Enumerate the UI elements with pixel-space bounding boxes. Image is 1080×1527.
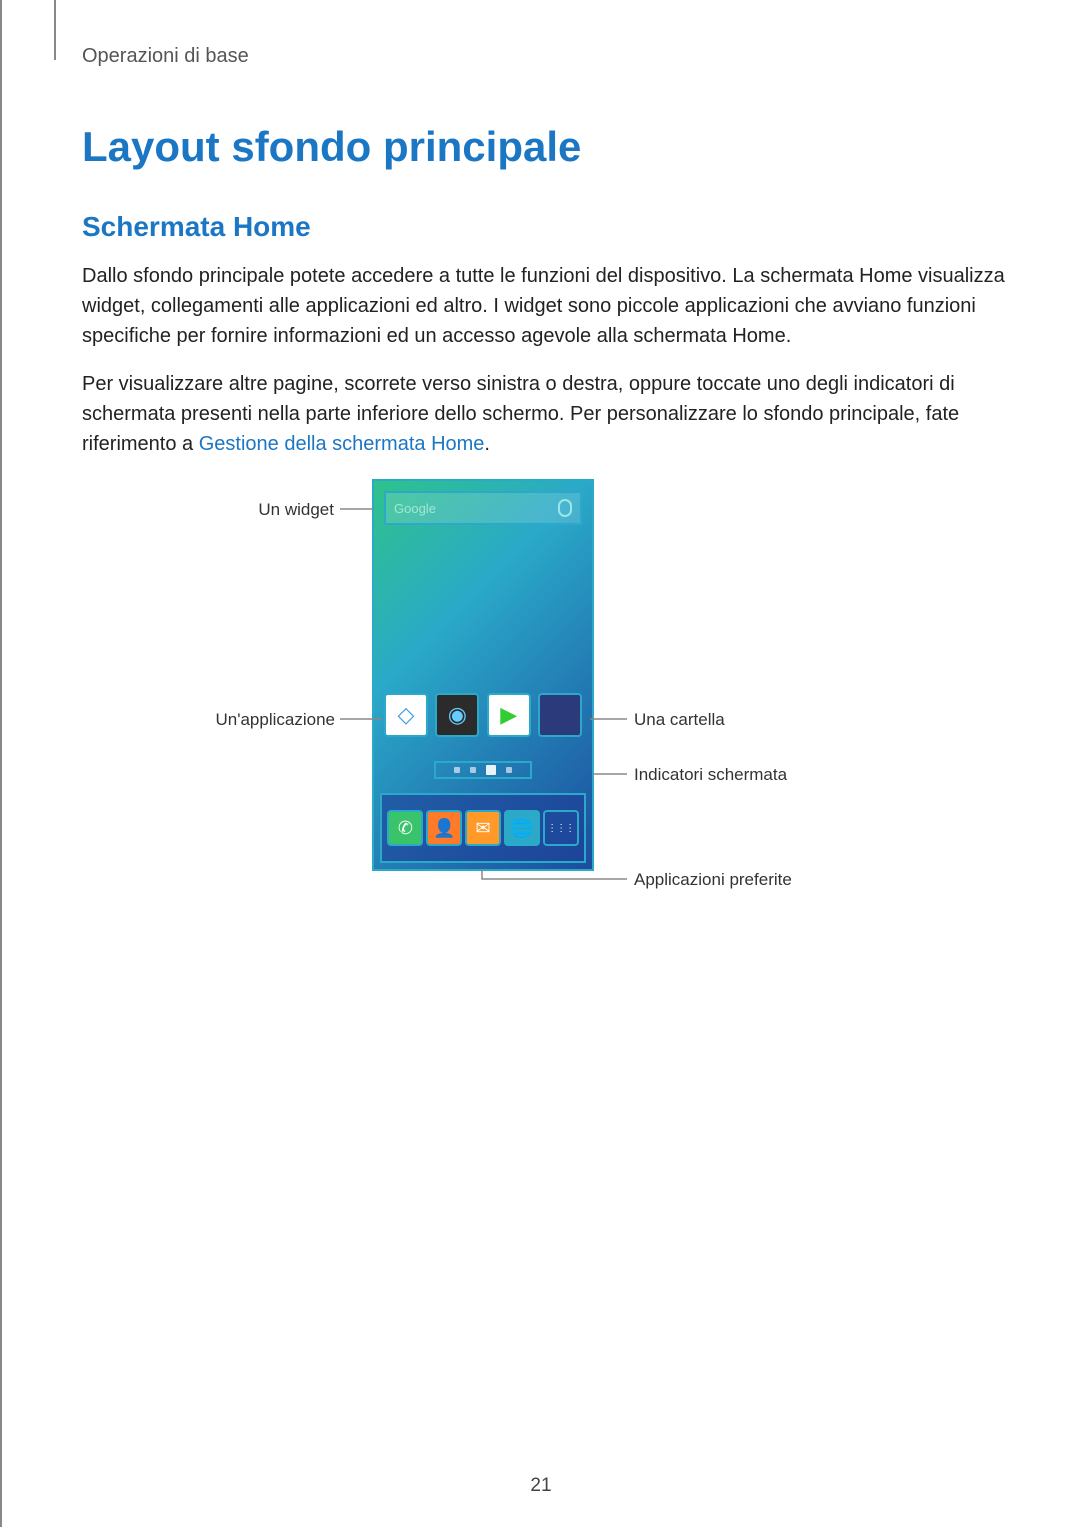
callout-indicators: Indicatori schermata xyxy=(634,765,787,785)
callout-widget: Un widget xyxy=(252,500,334,520)
callout-application: Un'applicazione xyxy=(197,710,335,730)
apps-icon: ⋮⋮⋮ xyxy=(543,810,579,846)
page-number: 21 xyxy=(2,1475,1080,1497)
paragraph-2-post: . xyxy=(484,433,490,455)
dropbox-icon: ◇ xyxy=(384,693,428,737)
page-title: Layout sfondo principale xyxy=(82,123,1010,171)
mic-icon xyxy=(558,499,572,517)
app-dropbox: ◇ xyxy=(384,693,428,749)
app-folder-google xyxy=(538,693,582,749)
callout-favorites: Applicazioni preferite xyxy=(634,870,792,890)
search-widget: Google xyxy=(384,491,582,525)
paragraph-1: Dallo sfondo principale potete accedere … xyxy=(82,261,1010,351)
folder-icon xyxy=(538,693,582,737)
indicator-dot xyxy=(454,767,460,773)
callout-folder: Una cartella xyxy=(634,710,725,730)
home-screen-diagram: Google ◇ ◉ ▶ xyxy=(82,479,1022,919)
messages-icon: ✉ xyxy=(465,810,501,846)
link-gestione-home[interactable]: Gestione della schermata Home xyxy=(199,433,485,455)
breadcrumb: Operazioni di base xyxy=(82,45,1010,68)
phone-icon: ✆ xyxy=(387,810,423,846)
phone-mock: Google ◇ ◉ ▶ xyxy=(372,479,594,871)
app-camera: ◉ xyxy=(435,693,479,749)
app-playstore: ▶ xyxy=(487,693,531,749)
indicator-dot xyxy=(470,767,476,773)
camera-icon: ◉ xyxy=(435,693,479,737)
contacts-icon: 👤 xyxy=(426,810,462,846)
indicator-home-icon xyxy=(486,765,496,775)
playstore-icon: ▶ xyxy=(487,693,531,737)
paragraph-2: Per visualizzare altre pagine, scorrete … xyxy=(82,369,1010,459)
indicator-dot xyxy=(506,767,512,773)
search-placeholder: Google xyxy=(394,501,558,516)
manual-page: Operazioni di base Layout sfondo princip… xyxy=(0,0,1080,1527)
margin-rule xyxy=(54,0,56,60)
section-title: Schermata Home xyxy=(82,211,1010,243)
app-row: ◇ ◉ ▶ xyxy=(384,693,582,749)
favorites-dock: ✆ 👤 ✉ 🌐 ⋮⋮⋮ xyxy=(380,793,586,863)
screen-indicators xyxy=(434,761,532,779)
internet-icon: 🌐 xyxy=(504,810,540,846)
